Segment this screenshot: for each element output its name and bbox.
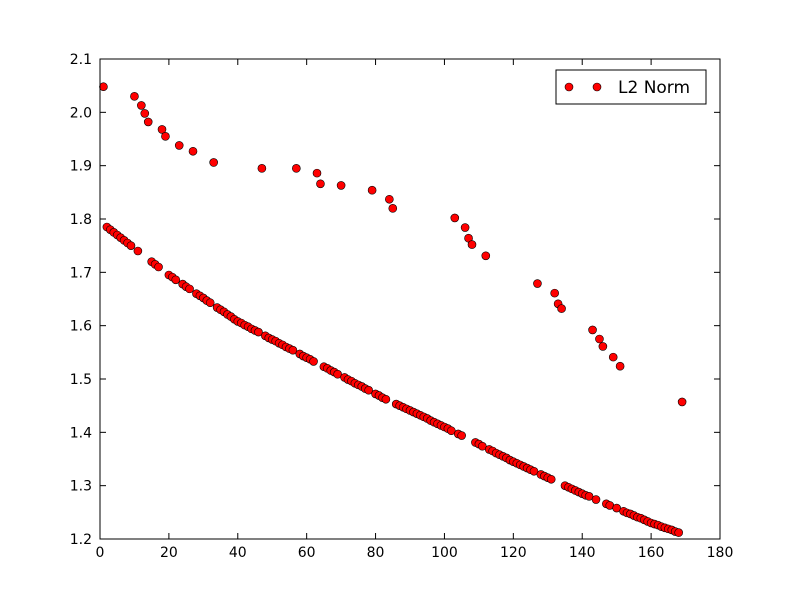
y-tick-label: 1.6	[70, 319, 92, 335]
point	[140, 109, 150, 118]
point	[209, 158, 218, 167]
point	[608, 352, 618, 362]
point	[133, 246, 143, 256]
x-tick-label: 100	[431, 545, 458, 561]
point	[584, 492, 594, 501]
point	[588, 325, 597, 335]
x-tick-label: 0	[96, 545, 105, 561]
point	[126, 241, 136, 250]
y-tick-label: 1.2	[70, 532, 92, 548]
point	[137, 101, 146, 110]
y-tick-label: 1.9	[70, 159, 92, 175]
x-tick-label: 180	[707, 545, 734, 561]
point	[467, 240, 477, 249]
point	[309, 357, 318, 366]
point	[367, 185, 377, 195]
point	[336, 181, 346, 190]
point	[612, 503, 621, 513]
legend	[555, 69, 707, 105]
point	[130, 92, 139, 101]
point	[99, 82, 108, 92]
point	[546, 474, 556, 484]
point	[157, 125, 167, 134]
x-tick-label: 20	[160, 545, 178, 561]
point	[595, 334, 604, 344]
point	[185, 284, 194, 294]
point	[385, 194, 394, 204]
point	[312, 168, 322, 178]
x-tick-label: 160	[638, 545, 665, 561]
x-tick-label: 140	[569, 545, 596, 561]
x-tick-label: 120	[500, 545, 527, 561]
point	[174, 141, 184, 150]
point	[478, 441, 487, 451]
y-tick-label: 1.8	[70, 212, 92, 228]
point	[388, 204, 398, 213]
point	[381, 394, 391, 404]
point	[598, 342, 608, 351]
plot-frame	[99, 58, 721, 540]
point	[481, 251, 491, 261]
y-tick-label: 2.1	[70, 52, 92, 68]
x-tick-label: 80	[367, 545, 385, 561]
legend-marker	[564, 82, 574, 92]
point	[460, 223, 470, 232]
point	[447, 426, 456, 436]
legend-label: L2 Norm	[618, 78, 690, 98]
point	[364, 385, 373, 395]
point	[533, 279, 542, 288]
x-tick-label: 60	[298, 545, 316, 561]
point	[316, 179, 325, 189]
point	[254, 327, 263, 337]
point	[333, 369, 342, 379]
point	[188, 146, 198, 156]
point	[457, 431, 466, 440]
x-tick-label: 40	[229, 545, 247, 561]
point	[677, 397, 687, 407]
y-tick-label: 2.0	[70, 105, 92, 121]
point	[171, 275, 181, 285]
point	[550, 288, 559, 298]
point	[557, 304, 566, 313]
point	[591, 495, 601, 504]
legend-marker	[592, 82, 602, 92]
point	[154, 262, 163, 272]
point	[292, 164, 301, 173]
point	[450, 213, 460, 223]
y-tick-label: 1.4	[70, 425, 92, 441]
point	[615, 361, 625, 371]
point	[257, 164, 267, 173]
point	[161, 132, 170, 141]
y-tick-label: 1.3	[70, 479, 92, 495]
point	[143, 117, 153, 127]
point	[288, 345, 298, 355]
y-tick-label: 1.5	[70, 372, 92, 388]
point	[674, 528, 683, 537]
y-tick-label: 1.7	[70, 265, 92, 281]
point	[205, 298, 215, 308]
point	[529, 466, 539, 476]
